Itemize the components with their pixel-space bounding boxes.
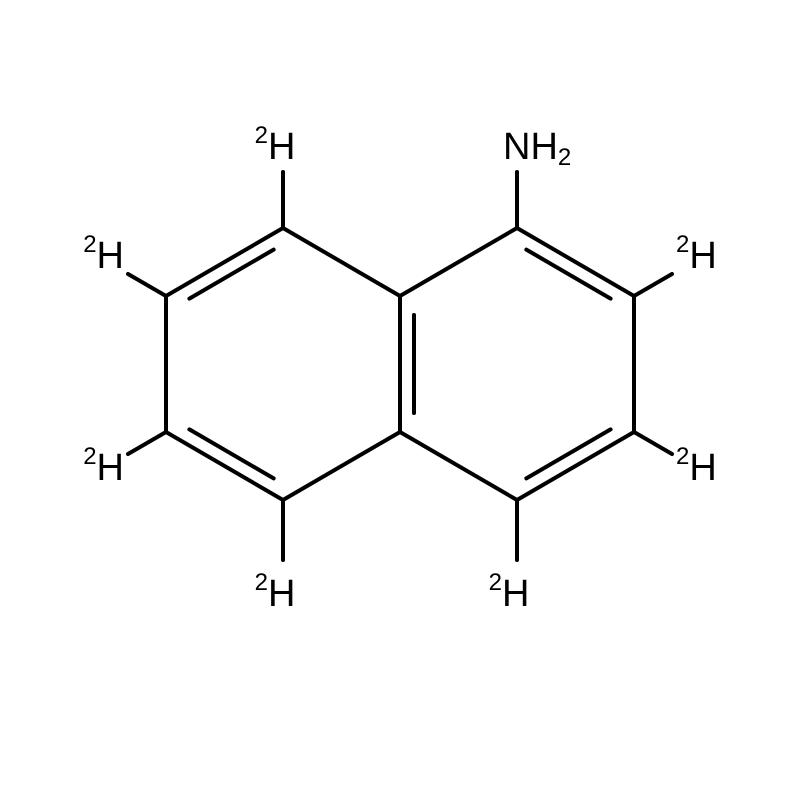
molecule-diagram: NH2 2H 2H 2H 2H 2H 2H 2H: [0, 0, 800, 800]
bond: [166, 228, 283, 296]
bond: [517, 432, 634, 500]
bond: [634, 274, 672, 296]
deuterium-label: 2H: [83, 443, 124, 489]
deuterium-label: 2H: [255, 569, 296, 615]
bond: [517, 228, 634, 296]
bond: [634, 432, 672, 454]
amine-label: NH2: [503, 126, 571, 171]
bond: [400, 228, 517, 296]
bond: [283, 432, 400, 500]
deuterium-label: 2H: [255, 122, 296, 168]
deuterium-label: 2H: [83, 231, 124, 277]
bond: [128, 432, 166, 454]
bond: [400, 432, 517, 500]
bond: [166, 432, 283, 500]
deuterium-label: 2H: [489, 569, 530, 615]
deuterium-label: 2H: [676, 231, 717, 277]
bond: [283, 228, 400, 296]
deuterium-label: 2H: [676, 443, 717, 489]
bond: [128, 274, 166, 296]
